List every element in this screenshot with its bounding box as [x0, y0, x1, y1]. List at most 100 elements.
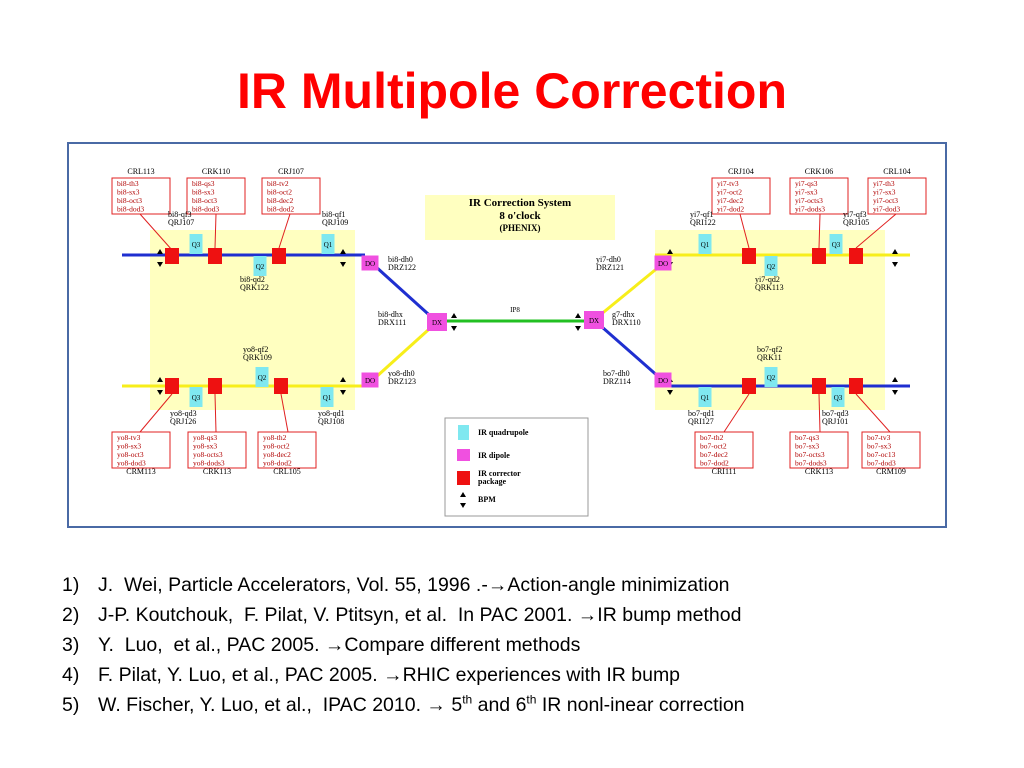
reference-text: and 6: [472, 694, 527, 716]
box-line: bi8-dod3: [117, 205, 144, 214]
legend-swatch: [457, 449, 470, 461]
leader-line: [214, 213, 217, 249]
quadrupole: [321, 234, 335, 254]
quadrupole: [698, 387, 712, 407]
corrector-box: [186, 177, 246, 215]
element-code: QRJ108: [318, 417, 344, 426]
dipole: [584, 311, 604, 329]
box-line: yi7-dods3: [795, 205, 825, 214]
corrector: [742, 248, 756, 264]
system-title: 8 o'clock: [499, 210, 541, 222]
leader-line: [214, 393, 217, 433]
element-name: yi7-qf1: [690, 210, 714, 219]
corrector: [272, 248, 286, 264]
bpm: [575, 313, 581, 331]
ir-region: [150, 230, 355, 410]
reference-text: Y. Luo, et al., PAC 2005. →Compare diffe…: [98, 634, 581, 656]
element-name: yi7-qd2: [755, 275, 780, 284]
dipole: [654, 372, 672, 388]
bpm: [340, 377, 346, 395]
box-line: yi7-tv3: [717, 179, 739, 188]
magnet-label: Q1: [324, 241, 333, 249]
box-line: yo8-oct2: [263, 442, 290, 451]
beam-line: [373, 320, 439, 380]
beam-line: [593, 264, 661, 322]
box-line: yo8-oct3: [117, 450, 144, 459]
box-line: bi8-oct3: [117, 196, 142, 205]
element-code: QRJ107: [168, 218, 194, 227]
element-code: QRK113: [755, 283, 784, 292]
box-line: yi7-dod3: [873, 205, 900, 214]
quadrupole: [829, 234, 843, 254]
legend-swatch: [460, 492, 466, 508]
box-line: yo8-dod2: [263, 459, 292, 468]
corrector: [165, 248, 179, 264]
box-line: bo7-dods3: [795, 459, 827, 468]
leader-line: [139, 393, 173, 433]
leader-line: [855, 393, 891, 433]
corrector: [208, 248, 222, 264]
element-code: DRZ121: [596, 263, 624, 272]
box-title: CRL104: [883, 167, 911, 176]
magnet-label: Q3: [192, 241, 201, 249]
leader-line: [280, 393, 289, 433]
box-title: CRM109: [876, 467, 906, 476]
box-line: yo8-qs3: [193, 433, 217, 442]
dipole: [654, 255, 672, 271]
beam-line: [373, 264, 439, 324]
element-name: bi8-dhx: [378, 310, 403, 319]
leader-line: [855, 213, 897, 249]
box-line: bi8-sx3: [117, 188, 140, 197]
element-code: QRJ101: [822, 417, 848, 426]
quadrupole: [831, 387, 845, 407]
box-line: yo8-th2: [263, 433, 287, 442]
legend-label: IR dipole: [478, 451, 510, 460]
box-line: bo7-th2: [700, 433, 724, 442]
magnet-label: Q1: [701, 241, 710, 249]
box-line: bo7-sx3: [795, 442, 819, 451]
box-line: yi7-qs3: [795, 179, 818, 188]
box-title: CRI111: [712, 467, 737, 476]
magnet-label: DX: [589, 317, 599, 325]
box-line: yo8-dec2: [263, 450, 291, 459]
box-title: CRK113: [805, 467, 833, 476]
element-code: DRX110: [612, 318, 641, 327]
magnet-label: Q3: [834, 394, 843, 402]
references: 1) J. Wei, Particle Accelerators, Vol. 55…: [62, 570, 745, 720]
box-line: yo8-dod3: [117, 459, 146, 468]
magnet-label: Q2: [256, 263, 265, 271]
corrector: [812, 248, 826, 264]
reference-text: F. Pilat, Y. Luo, et al., PAC 2005. →RHI…: [98, 664, 681, 686]
magnet-label: Q1: [323, 394, 332, 402]
box-line: yi7-dod2: [717, 205, 744, 214]
element-code: DRZ122: [388, 263, 416, 272]
element-name: g7-dhx: [612, 310, 635, 319]
dipole: [361, 255, 379, 271]
box-title: CRL113: [127, 167, 154, 176]
element-name: bo7-dh0: [603, 369, 630, 378]
reference-number: 5): [62, 694, 80, 716]
box-line: bi8-tv2: [267, 179, 289, 188]
box-title: CRJ107: [278, 167, 304, 176]
box-line: bi8-oct3: [192, 196, 217, 205]
bpm: [451, 313, 457, 331]
corrector: [849, 378, 863, 394]
box-line: yo8-sx3: [117, 442, 141, 451]
reference-text: W. Fischer, Y. Luo, et al., IPAC 2010. →…: [98, 694, 463, 716]
box-line: bi8-dod2: [267, 205, 294, 214]
magnet-label: Q2: [767, 374, 776, 382]
reference-text: J. Wei, Particle Accelerators, Vol. 55, …: [98, 574, 730, 596]
box-title: CRK106: [805, 167, 833, 176]
quadrupole: [189, 234, 203, 254]
element-code: DRZ123: [388, 377, 416, 386]
box-line: bo7-dec2: [700, 450, 728, 459]
superscript: th: [462, 692, 473, 707]
box-line: bi8-sx3: [192, 188, 215, 197]
reference: 3) Y. Luo, et al., PAC 2005. →Compare dif…: [62, 630, 745, 660]
element-code: QRI127: [688, 417, 714, 426]
box-line: bo7-oct2: [700, 442, 727, 451]
reference: 1) J. Wei, Particle Accelerators, Vol. 55…: [62, 570, 745, 600]
legend-swatch: [458, 425, 469, 440]
box-title: CRK110: [202, 167, 230, 176]
corrector-box: [861, 431, 921, 469]
